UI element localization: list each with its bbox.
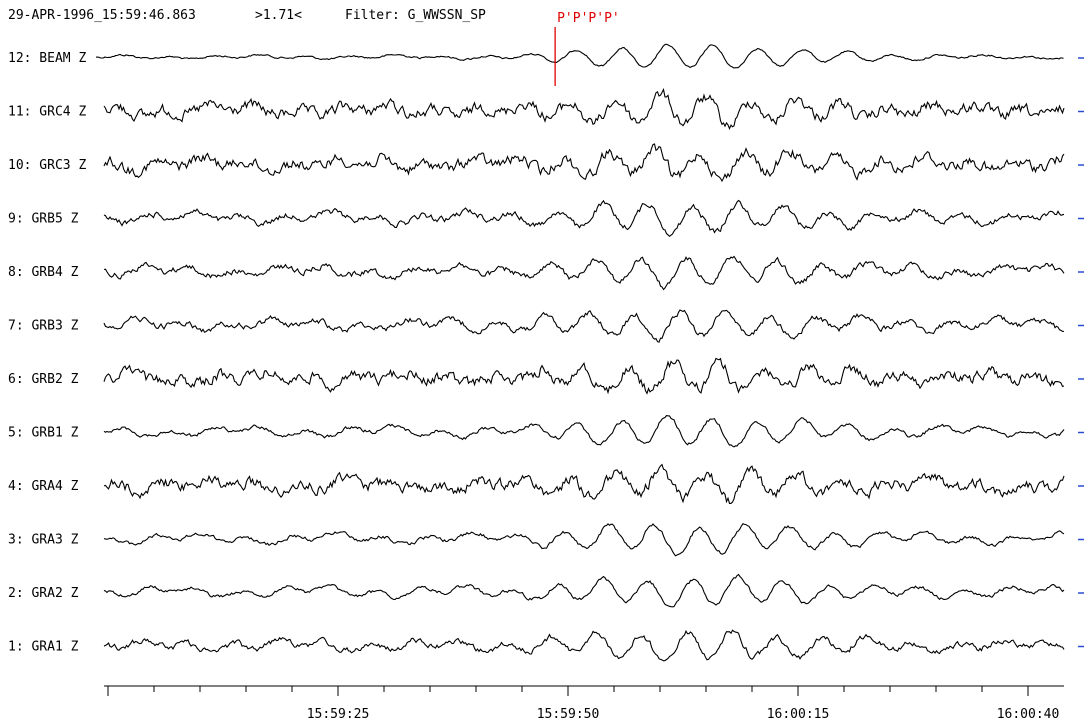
channel-label: 1: GRA1 Z — [8, 640, 79, 655]
channel-label: 8: GRB4 Z — [8, 265, 79, 280]
header-filter: Filter: G_WWSSN_SP — [345, 8, 486, 23]
waveform-trace — [103, 573, 1065, 608]
channel-label: 6: GRB2 Z — [8, 372, 79, 387]
header-datetime: 29-APR-1996_15:59:46.863 — [8, 8, 196, 23]
time-tick-label: 16:00:15 — [767, 707, 830, 722]
waveform-trace — [103, 629, 1065, 662]
header-scale: >1.71< — [255, 8, 302, 23]
waveform-trace — [103, 143, 1065, 183]
channel-label: 3: GRA3 Z — [8, 533, 79, 548]
time-tick-label: 16:00:40 — [997, 707, 1060, 722]
channel-label: 2: GRA2 Z — [8, 586, 79, 601]
waveform-trace — [103, 523, 1065, 557]
waveform-trace — [103, 199, 1065, 238]
channel-label: 12: BEAM Z — [8, 51, 86, 66]
channel-label: 9: GRB5 Z — [8, 212, 79, 227]
waveform-trace — [103, 255, 1065, 291]
channel-label: 4: GRA4 Z — [8, 479, 79, 494]
channel-label: 10: GRC3 Z — [8, 158, 86, 173]
waveform-trace — [103, 309, 1065, 343]
phase-pick-label: P'P'P'P' — [557, 11, 620, 26]
waveform-trace — [95, 43, 1064, 69]
time-tick-label: 15:59:50 — [537, 707, 600, 722]
time-tick-label: 15:59:25 — [307, 707, 370, 722]
waveform-trace — [103, 415, 1065, 448]
channel-label: 11: GRC4 Z — [8, 105, 86, 120]
channel-label: 7: GRB3 Z — [8, 319, 79, 334]
waveform-trace — [103, 87, 1065, 131]
waveform-trace — [103, 463, 1065, 504]
channel-label: 5: GRB1 Z — [8, 426, 79, 441]
waveform-trace — [103, 357, 1065, 395]
